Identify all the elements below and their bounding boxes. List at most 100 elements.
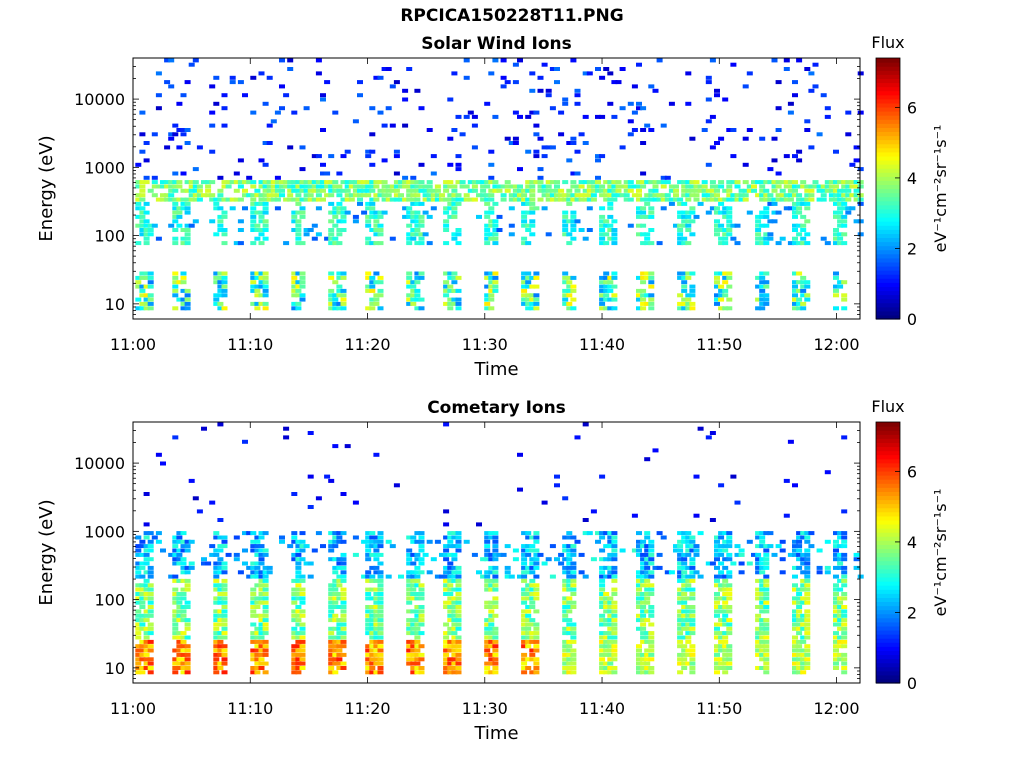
heatmap-cell <box>714 596 720 601</box>
heatmap-cell <box>184 648 191 653</box>
heatmap-cell <box>841 618 848 623</box>
heatmap-cell <box>443 210 450 215</box>
heatmap-cell <box>295 188 302 193</box>
heatmap-cell <box>824 106 831 111</box>
colorbar-step <box>876 552 900 558</box>
heatmap-cell <box>172 626 179 631</box>
heatmap-cell <box>521 201 528 206</box>
colorbar-step <box>876 86 900 92</box>
heatmap-cell <box>570 561 577 566</box>
heatmap-cell <box>549 145 556 150</box>
heatmap-cell <box>619 106 626 111</box>
heatmap-cell <box>746 184 753 189</box>
colorbar-step <box>876 270 900 275</box>
heatmap-cell <box>800 626 807 631</box>
heatmap-cell <box>611 622 618 627</box>
heatmap-cell <box>570 58 577 63</box>
heatmap-cell <box>755 535 762 540</box>
heatmap-cell <box>274 206 281 211</box>
heatmap-cell <box>336 635 343 640</box>
heatmap-cell <box>783 193 790 198</box>
heatmap-cell <box>562 223 569 228</box>
heatmap-cell <box>627 223 634 228</box>
heatmap-cell <box>779 557 786 562</box>
heatmap-cell <box>800 635 807 640</box>
heatmap-cell <box>369 301 376 306</box>
heatmap-cell <box>336 284 343 289</box>
heatmap-cell <box>611 539 618 544</box>
colorbar-step <box>876 159 900 165</box>
heatmap-cell <box>603 652 610 657</box>
heatmap-cell <box>295 635 302 640</box>
heatmap-cell <box>377 666 384 670</box>
heatmap-cell <box>804 648 811 653</box>
heatmap-cell <box>410 297 417 302</box>
heatmap-cell <box>155 236 162 241</box>
heatmap-cell <box>664 193 671 198</box>
heatmap-cell <box>734 241 741 246</box>
heatmap-cell <box>607 288 614 293</box>
heatmap-cell <box>681 613 688 618</box>
heatmap-cell <box>603 531 610 536</box>
heatmap-cell <box>488 271 495 276</box>
heatmap-cell <box>332 544 339 549</box>
heatmap-cell <box>640 592 647 596</box>
colorbar-step <box>876 257 900 263</box>
heatmap-cell <box>599 574 606 579</box>
heatmap-cell <box>426 570 433 575</box>
heatmap-cell <box>459 132 466 137</box>
heatmap-cell <box>841 201 848 206</box>
heatmap-cell <box>566 193 573 198</box>
heatmap-cell <box>258 284 265 289</box>
heatmap-cell <box>677 578 684 583</box>
heatmap-cell <box>250 657 257 662</box>
heatmap-cell <box>607 539 614 544</box>
heatmap-cell <box>262 670 269 675</box>
heatmap-cell <box>767 232 774 237</box>
heatmap-cell <box>599 670 606 675</box>
plot-frame <box>132 421 861 684</box>
heatmap-cell <box>685 605 692 609</box>
heatmap-cell <box>406 284 413 289</box>
heatmap-cell <box>603 648 610 653</box>
heatmap-cell <box>451 214 458 219</box>
heatmap-cell <box>139 223 146 228</box>
x-tick-label: 11:10 <box>227 335 273 354</box>
heatmap-cell <box>373 557 380 562</box>
heatmap-cell <box>471 188 478 193</box>
heatmap-cell <box>787 101 794 106</box>
heatmap-cell <box>603 197 610 202</box>
heatmap-cell <box>689 271 696 276</box>
heatmap-cell <box>254 544 261 549</box>
heatmap-cell <box>824 570 831 575</box>
heatmap-cell <box>640 565 647 570</box>
heatmap-cell <box>139 188 146 193</box>
heatmap-cell <box>512 193 519 198</box>
heatmap-cell <box>767 201 774 206</box>
heatmap-cell <box>332 613 339 618</box>
heatmap-cell <box>266 197 273 202</box>
heatmap-cell <box>373 293 380 298</box>
heatmap-cell <box>217 661 224 666</box>
heatmap-cell <box>631 110 638 115</box>
heatmap-cell <box>213 666 220 670</box>
heatmap-cell <box>755 631 762 636</box>
heatmap-cell <box>406 570 413 575</box>
heatmap-cell <box>570 639 577 644</box>
heatmap-cell <box>570 592 577 596</box>
heatmap-cell <box>726 661 733 666</box>
heatmap-cell <box>640 626 647 631</box>
heatmap-cell <box>361 574 368 579</box>
heatmap-cell <box>845 184 852 189</box>
heatmap-cell <box>213 631 220 636</box>
y-axis-label: Energy (eV) <box>36 499 57 605</box>
heatmap-cell <box>229 197 236 202</box>
heatmap-cell <box>484 232 491 237</box>
heatmap-cell <box>336 293 343 298</box>
heatmap-cell <box>833 565 839 570</box>
heatmap-cell <box>365 552 372 557</box>
heatmap-cell <box>455 600 462 605</box>
heatmap-cell <box>792 241 798 246</box>
heatmap-cell <box>262 609 269 614</box>
heatmap-cell <box>853 193 860 198</box>
